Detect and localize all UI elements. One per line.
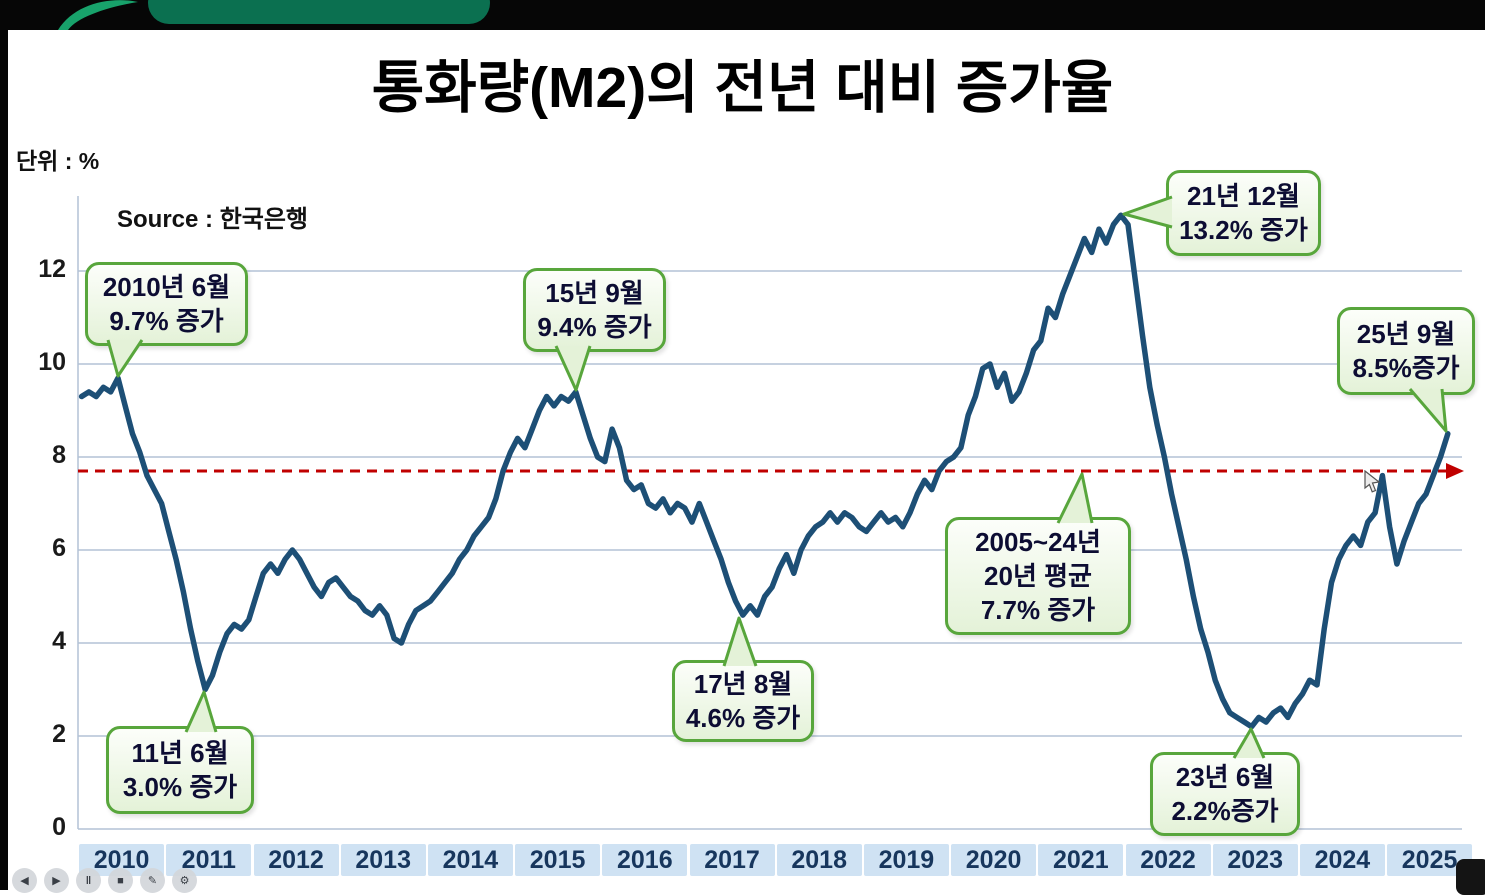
annotation-2025-09: 25년 9월 8.5%증가	[1337, 307, 1475, 395]
left-letterbox	[0, 0, 8, 890]
annotation-line: 8.5%증가	[1352, 353, 1460, 383]
x-axis-label-2018: 2018	[776, 844, 862, 876]
annotation-line: 17년 8월	[693, 668, 793, 699]
y-axis-tick-4: 4	[52, 627, 66, 655]
player-next-button[interactable]: ▶	[44, 868, 69, 893]
player-pause-button[interactable]: ‖	[76, 868, 101, 893]
annotation-line: 25년 9월	[1356, 318, 1456, 349]
y-axis-tick-8: 8	[52, 441, 66, 469]
player-controls: ◀ ▶ ‖ ■ ✎ ⚙	[12, 868, 197, 893]
y-axis-tick-0: 0	[52, 813, 66, 841]
x-axis-label-2016: 2016	[602, 844, 688, 876]
annotation-line: 3.0% 증가	[122, 772, 238, 802]
arrow-head-icon	[1446, 462, 1464, 479]
x-axis-label-2022: 2022	[1125, 844, 1211, 876]
annotation-2015-09: 15년 9월 9.4% 증가	[523, 268, 666, 352]
mouse-cursor-icon	[1364, 470, 1381, 493]
annotation-line: 21년 12월	[1187, 180, 1300, 211]
x-axis-label-2014: 2014	[427, 844, 513, 876]
annotation-line: 23년 6월	[1175, 761, 1275, 792]
annotation-2021-12: 21년 12월 13.2% 증가	[1166, 170, 1321, 256]
player-pen-button[interactable]: ✎	[140, 868, 165, 893]
annotation-line: 9.4% 증가	[537, 312, 652, 342]
source-label: Source : 한국은행	[117, 206, 309, 233]
y-axis-tick-2: 2	[52, 720, 66, 748]
corner-badge	[1456, 859, 1485, 895]
annotation-line: 11년 6월	[131, 737, 229, 768]
chart-title: 통화량(M2)의 전년 대비 증가율	[371, 56, 1114, 120]
player-previous-button[interactable]: ◀	[12, 868, 37, 893]
x-axis-label-2024: 2024	[1299, 844, 1385, 876]
player-stop-button[interactable]: ■	[108, 868, 133, 893]
brand-swoosh-icon	[58, 0, 138, 30]
annotation-line: 13.2% 증가	[1179, 215, 1308, 245]
annotation-2023-06: 23년 6월 2.2%증가	[1150, 752, 1300, 836]
x-axis-label-2015: 2015	[515, 844, 601, 876]
annotation-line: 2005~24년	[975, 526, 1101, 557]
player-settings-button[interactable]: ⚙	[172, 868, 197, 893]
annotation-line: 7.7% 증가	[980, 595, 1096, 626]
annotation-line: 9.7% 증가	[109, 306, 224, 336]
y-axis-tick-6: 6	[52, 534, 66, 562]
m2-growth-line	[78, 212, 1451, 730]
annotation-line: 4.6% 증가	[685, 703, 801, 733]
annotation-line: 2.2%증가	[1171, 796, 1279, 826]
brand-pill	[148, 0, 490, 24]
x-axis-label-2025: 2025	[1387, 844, 1473, 876]
x-axis-label-2012: 2012	[253, 844, 339, 876]
x-axis-label-2017: 2017	[689, 844, 775, 876]
unit-label: 단위 : %	[16, 148, 100, 174]
y-axis-tick-10: 10	[38, 348, 66, 376]
annotation-2011-06: 11년 6월 3.0% 증가	[106, 726, 254, 814]
x-axis-label-2019: 2019	[863, 844, 949, 876]
y-axis-tick-12: 12	[38, 255, 66, 283]
x-axis-label-2020: 2020	[951, 844, 1037, 876]
annotation-line: 2010년 6월	[102, 271, 231, 302]
x-axis-label-2023: 2023	[1212, 844, 1298, 876]
annotation-20yr-average: 2005~24년 20년 평균 7.7% 증가	[945, 517, 1131, 635]
x-axis-label-2021: 2021	[1038, 844, 1124, 876]
annotation-line: 20년 평균	[984, 560, 1092, 591]
x-axis-label-2013: 2013	[340, 844, 426, 876]
annotation-line: 15년 9월	[545, 277, 644, 308]
video-top-overlay	[0, 0, 1485, 30]
annotation-2010-06: 2010년 6월 9.7% 증가	[85, 262, 248, 346]
annotation-2017-08: 17년 8월 4.6% 증가	[672, 660, 814, 742]
